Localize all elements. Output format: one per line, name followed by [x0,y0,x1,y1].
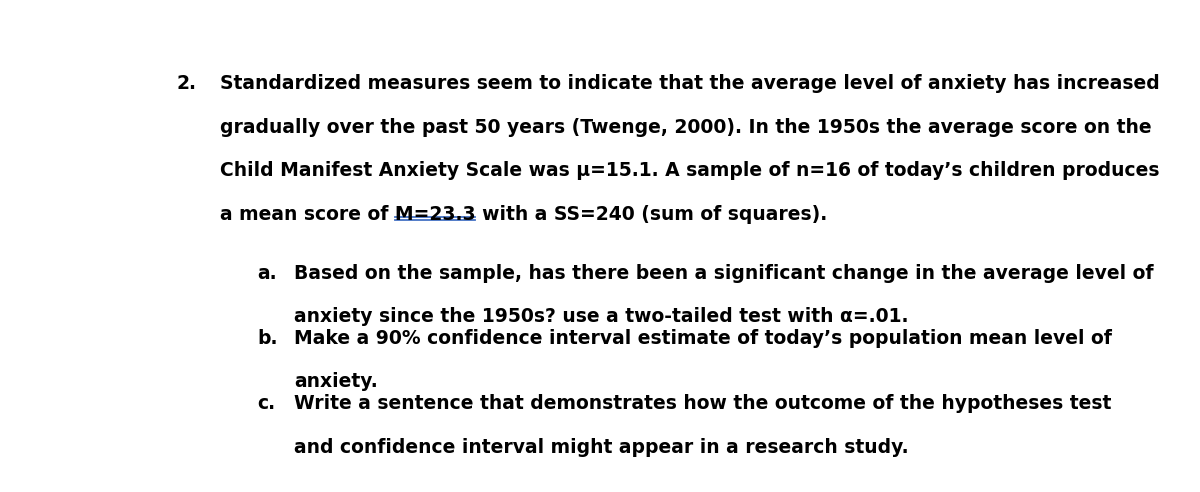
Text: a.: a. [257,264,276,282]
Text: Standardized measures seem to indicate that the average level of anxiety has inc: Standardized measures seem to indicate t… [220,74,1159,93]
Text: c.: c. [257,394,275,413]
Text: Based on the sample, has there been a significant change in the average level of: Based on the sample, has there been a si… [294,264,1153,282]
Text: and confidence interval might appear in a research study.: and confidence interval might appear in … [294,438,908,457]
Text: anxiety since the 1950s? use a two-tailed test with α=.01.: anxiety since the 1950s? use a two-taile… [294,307,908,326]
Text: Make a 90% confidence interval estimate of today’s population mean level of: Make a 90% confidence interval estimate … [294,329,1112,348]
Text: b.: b. [257,329,277,348]
Text: Child Manifest Anxiety Scale was μ=15.1. A sample of n=16 of today’s children pr: Child Manifest Anxiety Scale was μ=15.1.… [220,161,1159,181]
Text: Write a sentence that demonstrates how the outcome of the hypotheses test: Write a sentence that demonstrates how t… [294,394,1111,413]
Text: 2.: 2. [176,74,196,93]
Text: gradually over the past 50 years (Twenge, 2000). In the 1950s the average score : gradually over the past 50 years (Twenge… [220,118,1151,137]
Text: a mean score of M=23.3 with a SS=240 (sum of squares).: a mean score of M=23.3 with a SS=240 (su… [220,205,827,224]
Text: anxiety.: anxiety. [294,372,378,392]
